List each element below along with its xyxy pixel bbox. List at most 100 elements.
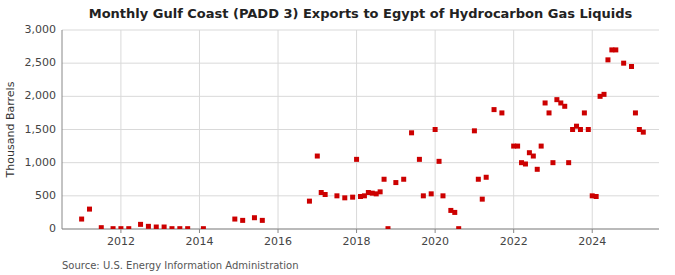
point [633,110,638,115]
point [613,47,618,52]
x-tick [592,229,593,233]
grid [62,30,659,229]
point [492,107,497,112]
y-tick-label: 1,500 [25,123,57,136]
point [594,194,599,199]
point [126,226,131,229]
y-tick-label: 3,000 [25,23,57,36]
y-tick-label: 2,000 [25,89,57,102]
y-tick-label: 0 [49,222,56,235]
x-tick-label: 2020 [421,235,449,248]
point [417,157,422,162]
point [252,215,257,220]
point [99,225,104,229]
point [138,222,143,227]
x-tick [120,229,121,233]
point [539,144,544,149]
point [429,191,434,196]
point [440,193,445,198]
points [79,47,646,229]
point [562,104,567,109]
point [385,226,390,229]
point [382,177,387,182]
x-tick-label: 2022 [500,235,528,248]
point [146,224,151,229]
x-grid-line [356,30,357,229]
point [515,144,520,149]
title: Monthly Gulf Coast (PADD 3) Exports to E… [89,6,633,21]
point [342,195,347,200]
x-tick-label: 2014 [185,235,213,248]
point [452,210,457,215]
point [232,217,237,222]
y-axis-line [62,30,63,229]
x-grid-line [592,30,593,229]
x-tick [199,229,200,233]
x-tick-label: 2012 [107,235,135,248]
y-grid-line [62,129,659,130]
x-tick [513,229,514,233]
x-tick [278,229,279,233]
point [307,199,312,204]
point [118,226,123,229]
y-grid-line [62,229,659,230]
x-grid-line [513,30,514,229]
point [260,218,265,223]
point [162,225,167,229]
point [169,226,174,229]
point [201,226,206,229]
x-axis-line [62,229,659,230]
point [111,226,116,229]
point [582,110,587,115]
point [401,177,406,182]
point [586,127,591,132]
point [323,192,328,197]
point [154,225,159,229]
point [476,177,481,182]
point [315,154,320,159]
point [334,193,339,198]
point [484,175,489,180]
point [550,160,555,165]
point [566,160,571,165]
y-axis-label: Thousand Barrels [4,81,17,178]
x-tick-label: 2018 [343,235,371,248]
point [629,64,634,69]
point [87,207,92,212]
point [350,195,355,200]
point [602,92,607,97]
axes: 05001,0001,5002,0002,5003,00020122014201… [25,23,660,248]
x-tick-label: 2016 [264,235,292,248]
x-grid-line [278,30,279,229]
point [605,57,610,62]
y-grid-line [62,63,659,64]
x-tick [356,229,357,233]
y-tick-label: 500 [35,189,56,202]
y-grid-line [62,96,659,97]
point [185,226,190,229]
point [543,100,548,105]
point [378,189,383,194]
point [531,154,536,159]
point [240,218,245,223]
point [523,161,528,166]
point [499,110,504,115]
point [433,127,438,132]
y-tick-label: 2,500 [25,56,57,69]
point [480,197,485,202]
point [409,130,414,135]
point [621,61,626,66]
x-grid-line [199,30,200,229]
chart: 05001,0001,5002,0002,5003,00020122014201… [0,0,675,275]
x-grid-line [120,30,121,229]
point [79,217,84,222]
point [393,180,398,185]
point [354,157,359,162]
source-note: Source: U.S. Energy Information Administ… [62,260,299,271]
point [421,193,426,198]
x-tick-label: 2024 [578,235,606,248]
x-tick [435,229,436,233]
point [641,130,646,135]
point [437,159,442,164]
point [456,226,461,229]
